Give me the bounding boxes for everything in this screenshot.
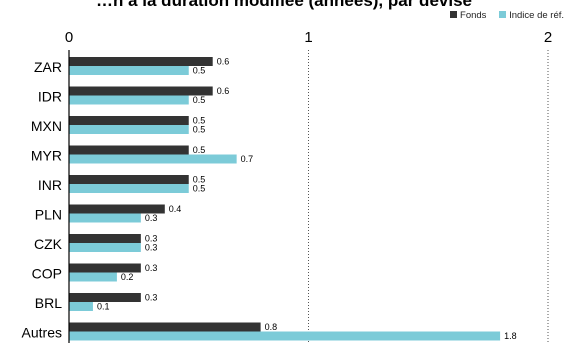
data-label: 0.3 — [145, 293, 158, 303]
bar-fonds — [69, 86, 213, 96]
data-label: 0.3 — [145, 243, 158, 253]
bar-indice — [69, 302, 93, 311]
x-tick-label: 0 — [65, 29, 73, 46]
category-label: BRL — [35, 295, 62, 311]
data-label: 0.3 — [145, 234, 158, 244]
category-label: COP — [32, 266, 62, 282]
bar-indice — [69, 331, 501, 341]
bar-fonds — [69, 204, 165, 214]
bar-indice — [69, 184, 189, 193]
legend: Fonds Indice de réf. — [440, 10, 564, 21]
data-label: 0.7 — [241, 154, 254, 164]
bar-indice — [69, 66, 189, 75]
bar-fonds — [69, 293, 141, 302]
legend-item-indice: Indice de réf. — [499, 10, 564, 21]
legend-label-indice: Indice de réf. — [509, 10, 564, 21]
data-label: 0.8 — [265, 322, 278, 332]
data-label: 0.4 — [169, 204, 182, 214]
data-label: 0.5 — [193, 116, 206, 126]
bar-indice — [69, 213, 141, 223]
data-label: 0.2 — [121, 272, 134, 282]
bar-fonds — [69, 145, 189, 155]
category-label: PLN — [35, 207, 62, 223]
chart-title: …n à la duration modifiée (années), par … — [96, 0, 472, 10]
bar-fonds — [69, 263, 141, 273]
data-label: 0.3 — [145, 263, 158, 273]
legend-label-fonds: Fonds — [460, 10, 487, 21]
legend-swatch-fonds — [450, 11, 458, 18]
data-label: 0.5 — [193, 95, 206, 105]
bar-indice — [69, 243, 141, 252]
bar-indice — [69, 272, 117, 282]
data-label: 0.5 — [193, 125, 206, 135]
category-label: MYR — [31, 148, 62, 164]
data-label: 0.5 — [193, 175, 206, 185]
category-label: MXN — [31, 118, 62, 134]
x-tick-label: 1 — [304, 29, 312, 46]
bar-fonds — [69, 116, 189, 125]
legend-item-fonds: Fonds — [450, 10, 486, 21]
data-label: 0.5 — [193, 66, 206, 76]
data-label: 0.5 — [193, 145, 206, 155]
category-label: IDR — [38, 89, 62, 105]
category-label: Autres — [22, 325, 62, 341]
category-label: ZAR — [34, 59, 62, 75]
data-label: 1.8 — [504, 331, 517, 341]
bar-indice — [69, 95, 189, 105]
bar-fonds — [69, 234, 141, 243]
data-label: 0.1 — [97, 302, 110, 312]
bar-indice — [69, 154, 237, 164]
bar-fonds — [69, 175, 189, 184]
bar-fonds — [69, 322, 261, 332]
legend-swatch-indice — [499, 11, 507, 18]
data-label: 0.5 — [193, 184, 206, 194]
data-label: 0.6 — [217, 57, 230, 67]
data-label: 0.6 — [217, 86, 230, 96]
data-label: 0.3 — [145, 213, 158, 223]
bar-indice — [69, 125, 189, 134]
category-label: CZK — [34, 236, 63, 252]
category-label: INR — [38, 177, 62, 193]
bar-fonds — [69, 57, 213, 66]
x-tick-label: 2 — [544, 29, 552, 46]
